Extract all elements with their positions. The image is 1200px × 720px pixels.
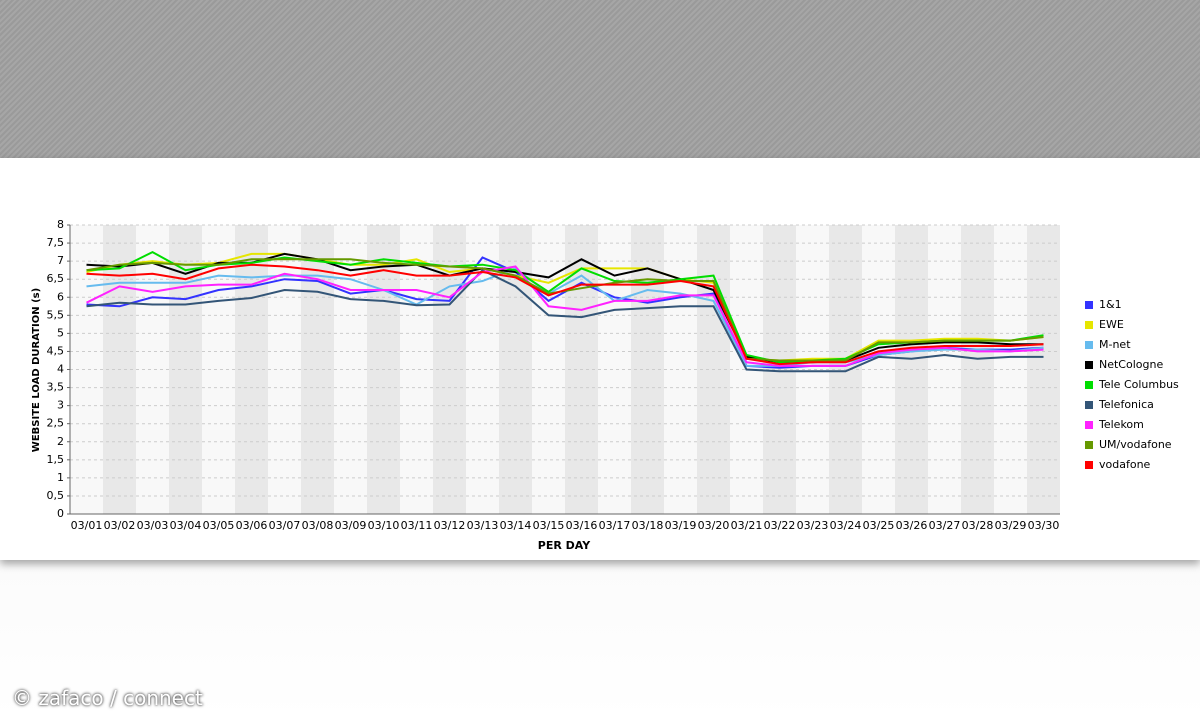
series-line xyxy=(86,267,1044,367)
y-tick-label: 6 xyxy=(57,290,64,303)
y-tick-label: 6,5 xyxy=(47,272,65,285)
x-tick-label: 03/22 xyxy=(764,519,796,532)
x-tick-label: 03/02 xyxy=(104,519,136,532)
y-tick-label: 3,5 xyxy=(47,381,65,394)
x-tick-label: 03/27 xyxy=(929,519,961,532)
x-tick-label: 03/28 xyxy=(962,519,994,532)
x-tick-label: 03/23 xyxy=(797,519,829,532)
legend-swatch xyxy=(1085,301,1093,309)
x-tick-label: 03/10 xyxy=(368,519,400,532)
legend-swatch xyxy=(1085,441,1093,449)
x-tick-label: 03/21 xyxy=(731,519,763,532)
x-tick-label: 03/25 xyxy=(863,519,895,532)
x-tick-label: 03/20 xyxy=(698,519,730,532)
x-tick-label: 03/18 xyxy=(632,519,664,532)
x-tick-label: 03/04 xyxy=(170,519,202,532)
x-tick-label: 03/24 xyxy=(830,519,862,532)
legend-swatch xyxy=(1085,421,1093,429)
y-tick-label: 0 xyxy=(57,507,64,520)
series-line xyxy=(86,263,1044,366)
legend-label: 1&1 xyxy=(1099,298,1122,311)
header-band xyxy=(0,0,1200,158)
x-tick-label: 03/06 xyxy=(236,519,268,532)
legend-swatch xyxy=(1085,461,1093,469)
series-line xyxy=(86,252,1044,362)
x-tick-label: 03/01 xyxy=(71,519,103,532)
x-tick-label: 03/11 xyxy=(401,519,433,532)
y-tick-label: 2 xyxy=(57,435,64,448)
credit: © zafaco / connect xyxy=(12,686,203,710)
series-line xyxy=(86,265,1044,367)
legend-label: vodafone xyxy=(1099,458,1151,471)
y-tick-label: 2,5 xyxy=(47,417,65,430)
legend-label: Tele Columbus xyxy=(1098,378,1179,391)
x-tick-label: 03/19 xyxy=(665,519,697,532)
y-tick-label: 5,5 xyxy=(47,308,65,321)
y-tick-label: 3 xyxy=(57,399,64,412)
x-tick-label: 03/29 xyxy=(995,519,1027,532)
legend-swatch xyxy=(1085,341,1093,349)
y-tick-label: 8 xyxy=(57,218,64,231)
y-tick-label: 7 xyxy=(57,254,64,267)
x-tick-label: 03/07 xyxy=(269,519,301,532)
legend-label: UM/vodafone xyxy=(1099,438,1172,451)
x-tick-label: 03/30 xyxy=(1028,519,1060,532)
series-line xyxy=(86,268,1044,373)
x-tick-label: 03/17 xyxy=(599,519,631,532)
x-tick-label: 03/12 xyxy=(434,519,466,532)
y-axis-label: WEBSITE LOAD DURATION (s) xyxy=(31,288,42,452)
y-tick-label: 4,5 xyxy=(47,344,65,357)
x-tick-label: 03/15 xyxy=(533,519,565,532)
y-tick-label: 1 xyxy=(57,471,64,484)
legend-swatch xyxy=(1085,361,1093,369)
series-line xyxy=(86,250,1044,364)
y-tick-label: 4 xyxy=(57,363,64,376)
x-tick-label: 03/13 xyxy=(467,519,499,532)
x-tick-label: 03/16 xyxy=(566,519,598,532)
y-tick-label: 5 xyxy=(57,326,64,339)
legend-label: NetCologne xyxy=(1099,358,1163,371)
legend-swatch xyxy=(1085,321,1093,329)
legend-label: EWE xyxy=(1099,318,1124,331)
x-tick-label: 03/26 xyxy=(896,519,928,532)
legend-label: M-net xyxy=(1099,338,1131,351)
x-axis-label: PER DAY xyxy=(538,539,591,552)
legend-label: Telekom xyxy=(1098,418,1144,431)
x-tick-label: 03/09 xyxy=(335,519,367,532)
legend-swatch xyxy=(1085,381,1093,389)
x-tick-label: 03/14 xyxy=(500,519,532,532)
legend-swatch xyxy=(1085,401,1093,409)
x-tick-label: 03/03 xyxy=(137,519,169,532)
x-tick-label: 03/08 xyxy=(302,519,334,532)
y-tick-label: 1,5 xyxy=(47,453,65,466)
x-tick-label: 03/05 xyxy=(203,519,235,532)
y-tick-label: 0,5 xyxy=(47,489,65,502)
legend-label: Telefonica xyxy=(1098,398,1154,411)
y-tick-label: 7,5 xyxy=(47,236,65,249)
